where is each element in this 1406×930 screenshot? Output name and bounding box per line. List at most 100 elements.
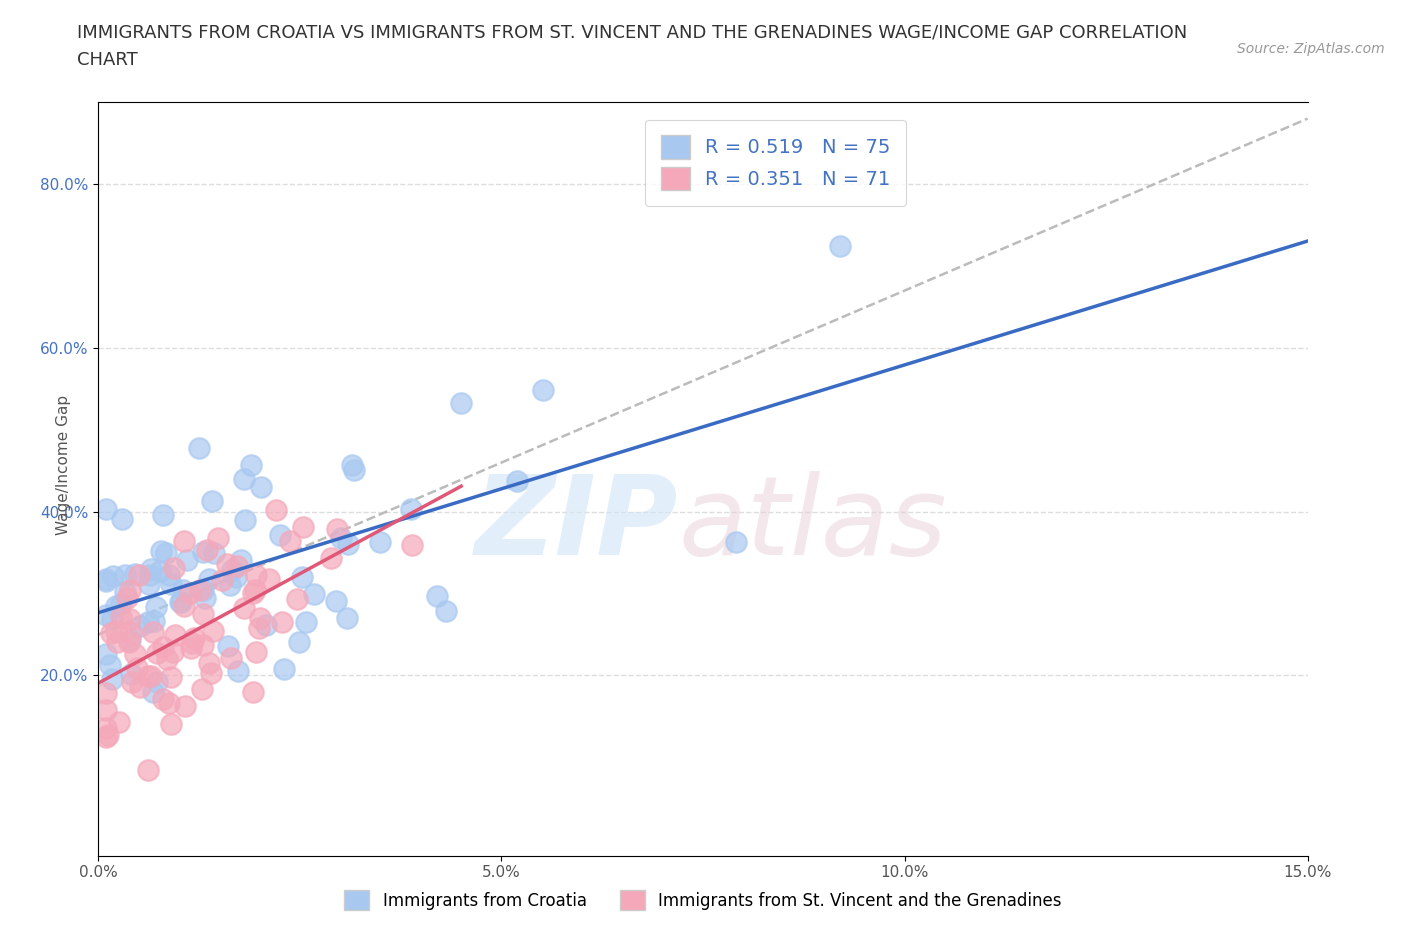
Point (124, 566, 146, 581)
Point (426, 589, 449, 604)
Point (245, 645, 267, 660)
Point (121, 674, 143, 689)
Point (159, 717, 181, 732)
Text: atlas: atlas (679, 471, 948, 578)
Point (124, 646, 146, 661)
Point (128, 568, 150, 583)
Point (120, 666, 142, 681)
Point (194, 591, 217, 605)
Point (97, 727, 120, 742)
Point (278, 534, 301, 549)
Point (105, 624, 128, 639)
Point (139, 567, 162, 582)
Point (724, 534, 747, 549)
Point (181, 636, 204, 651)
Point (120, 632, 142, 647)
Point (321, 551, 343, 565)
Point (96, 607, 118, 622)
Point (163, 628, 186, 643)
Point (118, 611, 141, 626)
Point (96, 702, 118, 717)
Legend: R = 0.519   N = 75, R = 0.351   N = 71: R = 0.519 N = 75, R = 0.351 N = 71 (645, 120, 905, 206)
Point (242, 585, 264, 600)
Point (155, 546, 177, 561)
Point (506, 473, 529, 488)
Point (270, 614, 292, 629)
Text: CHART: CHART (77, 51, 138, 69)
Point (120, 583, 142, 598)
Point (96, 572, 118, 587)
Point (141, 562, 163, 577)
Point (142, 684, 165, 699)
Point (118, 634, 141, 649)
Point (217, 556, 239, 571)
Point (179, 585, 201, 600)
Point (110, 610, 132, 625)
Point (101, 671, 124, 686)
Point (330, 530, 353, 545)
Point (96, 685, 118, 700)
Point (108, 714, 131, 729)
Point (221, 562, 243, 577)
Point (295, 615, 318, 630)
Point (198, 572, 221, 587)
Point (152, 508, 174, 523)
Point (129, 618, 152, 633)
Point (160, 670, 183, 684)
Point (287, 591, 309, 606)
Point (96, 502, 118, 517)
Point (219, 578, 242, 592)
Point (101, 611, 124, 626)
Point (162, 644, 184, 659)
Point (231, 552, 253, 567)
Point (152, 640, 174, 655)
Point (96, 721, 118, 736)
Point (114, 585, 136, 600)
Point (273, 661, 295, 676)
Point (249, 610, 271, 625)
Point (188, 582, 211, 597)
Point (100, 626, 122, 641)
Point (191, 606, 214, 621)
Point (197, 656, 219, 671)
Point (291, 519, 314, 534)
Point (138, 615, 160, 630)
Point (239, 458, 262, 472)
Point (173, 598, 195, 613)
Point (163, 561, 186, 576)
Point (159, 695, 181, 710)
Point (233, 600, 256, 615)
Point (120, 626, 142, 641)
Point (531, 383, 554, 398)
Point (187, 441, 209, 456)
Point (233, 472, 256, 486)
Point (302, 587, 325, 602)
Point (142, 625, 165, 640)
Point (247, 621, 270, 636)
Point (176, 552, 198, 567)
Point (291, 569, 314, 584)
Point (96, 573, 118, 588)
Point (288, 635, 311, 650)
Point (201, 494, 224, 509)
Point (111, 512, 134, 526)
Point (145, 599, 167, 614)
Point (221, 651, 243, 666)
Point (401, 538, 423, 552)
Point (202, 546, 225, 561)
Point (172, 583, 194, 598)
Point (250, 479, 273, 494)
Point (343, 462, 366, 477)
Point (139, 669, 162, 684)
Point (264, 503, 287, 518)
Point (325, 594, 347, 609)
Point (156, 651, 179, 666)
Point (207, 531, 229, 546)
Point (129, 679, 152, 694)
Point (200, 666, 222, 681)
Point (257, 572, 280, 587)
Point (96, 646, 118, 661)
Point (183, 631, 205, 645)
Legend: Immigrants from Croatia, Immigrants from St. Vincent and the Grenadines: Immigrants from Croatia, Immigrants from… (337, 884, 1069, 917)
Point (211, 573, 233, 588)
